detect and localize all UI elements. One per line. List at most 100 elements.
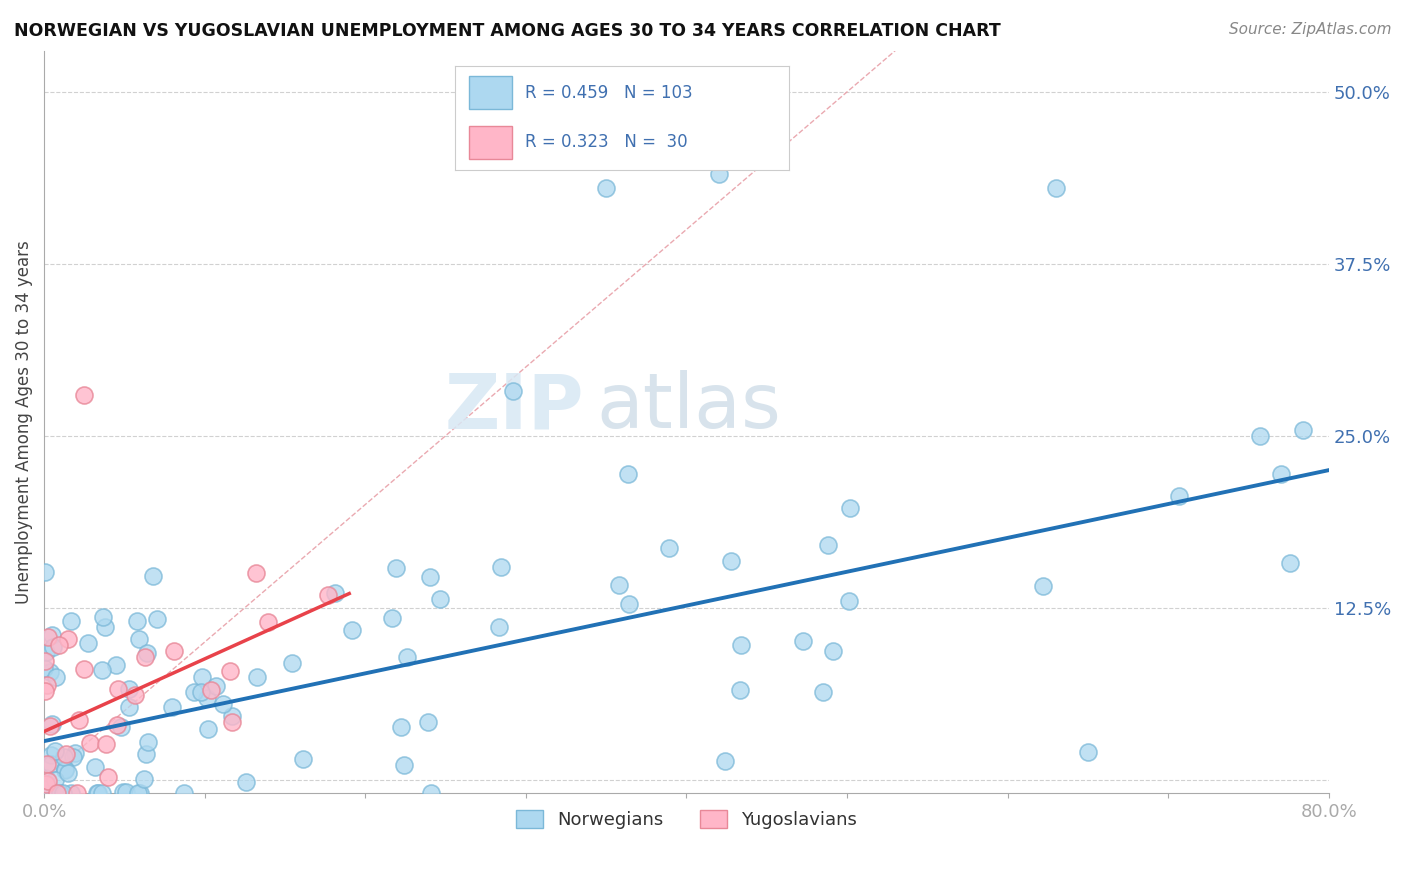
Point	[823, 643, 845, 657]
Point	[94, 737, 117, 751]
Point	[58, 765, 80, 780]
Point	[87, 786, 110, 800]
Point	[340, 623, 363, 637]
Point	[34, 776, 56, 790]
Point	[728, 682, 751, 697]
Point	[658, 541, 681, 555]
Point	[37, 786, 59, 800]
Point	[118, 681, 141, 696]
Point	[105, 658, 128, 673]
Point	[200, 683, 222, 698]
Point	[595, 181, 617, 195]
Point	[34, 786, 56, 800]
Point	[118, 700, 141, 714]
Point	[134, 650, 156, 665]
Point	[811, 684, 834, 698]
Point	[114, 785, 136, 799]
Point	[418, 715, 440, 730]
Point	[1167, 489, 1189, 503]
Point	[127, 614, 149, 628]
Point	[1279, 556, 1302, 570]
Point	[112, 785, 135, 799]
Point	[86, 786, 108, 800]
Point	[83, 760, 105, 774]
Point	[135, 747, 157, 761]
Point	[489, 560, 512, 574]
Point	[34, 786, 56, 800]
Legend: Norwegians, Yugoslavians: Norwegians, Yugoslavians	[509, 803, 865, 837]
Point	[59, 786, 82, 800]
Point	[39, 665, 62, 679]
Point	[53, 762, 76, 776]
Point	[105, 718, 128, 732]
Point	[235, 775, 257, 789]
Point	[34, 654, 56, 668]
Point	[46, 786, 69, 800]
Point	[91, 786, 114, 800]
Point	[62, 750, 84, 764]
Point	[502, 384, 524, 398]
Point	[127, 786, 149, 800]
Point	[218, 664, 240, 678]
Text: Source: ZipAtlas.com: Source: ZipAtlas.com	[1229, 22, 1392, 37]
Point	[52, 786, 75, 800]
Point	[41, 640, 63, 655]
Point	[419, 786, 441, 800]
Point	[323, 586, 346, 600]
Point	[44, 772, 66, 787]
Point	[79, 736, 101, 750]
Point	[35, 645, 58, 659]
Point	[1032, 578, 1054, 592]
Point	[73, 662, 96, 676]
Point	[34, 683, 56, 698]
Point	[190, 670, 212, 684]
Point	[55, 747, 77, 761]
Point	[35, 771, 58, 785]
Point	[183, 684, 205, 698]
Point	[190, 685, 212, 699]
Point	[38, 781, 60, 796]
Point	[713, 754, 735, 768]
Point	[392, 758, 415, 772]
Point	[73, 387, 96, 401]
Point	[1249, 429, 1271, 443]
Point	[609, 578, 631, 592]
Point	[146, 612, 169, 626]
Point	[138, 734, 160, 748]
Point	[41, 628, 63, 642]
Point	[35, 678, 58, 692]
Point	[245, 566, 267, 580]
Point	[48, 786, 70, 800]
Point	[197, 722, 219, 736]
Point	[37, 630, 59, 644]
Point	[37, 773, 59, 788]
Point	[619, 598, 641, 612]
Point	[205, 679, 228, 693]
Point	[707, 168, 730, 182]
Point	[67, 713, 90, 727]
Y-axis label: Unemployment Among Ages 30 to 34 years: Unemployment Among Ages 30 to 34 years	[15, 240, 32, 604]
Point	[107, 681, 129, 696]
Point	[32, 661, 55, 675]
Point	[34, 565, 56, 579]
Point	[730, 638, 752, 652]
Point	[173, 786, 195, 800]
Point	[221, 714, 243, 729]
Point	[256, 615, 278, 629]
Point	[381, 611, 404, 625]
Point	[197, 690, 219, 705]
Point	[44, 743, 66, 757]
Point	[52, 750, 75, 764]
Point	[162, 700, 184, 714]
Point	[41, 716, 63, 731]
Point	[63, 746, 86, 760]
Point	[389, 720, 412, 734]
Text: atlas: atlas	[596, 370, 782, 444]
Point	[212, 697, 235, 711]
Point	[91, 663, 114, 677]
Point	[720, 554, 742, 568]
Point	[94, 620, 117, 634]
Point	[488, 620, 510, 634]
Point	[59, 614, 82, 628]
Point	[41, 747, 63, 762]
